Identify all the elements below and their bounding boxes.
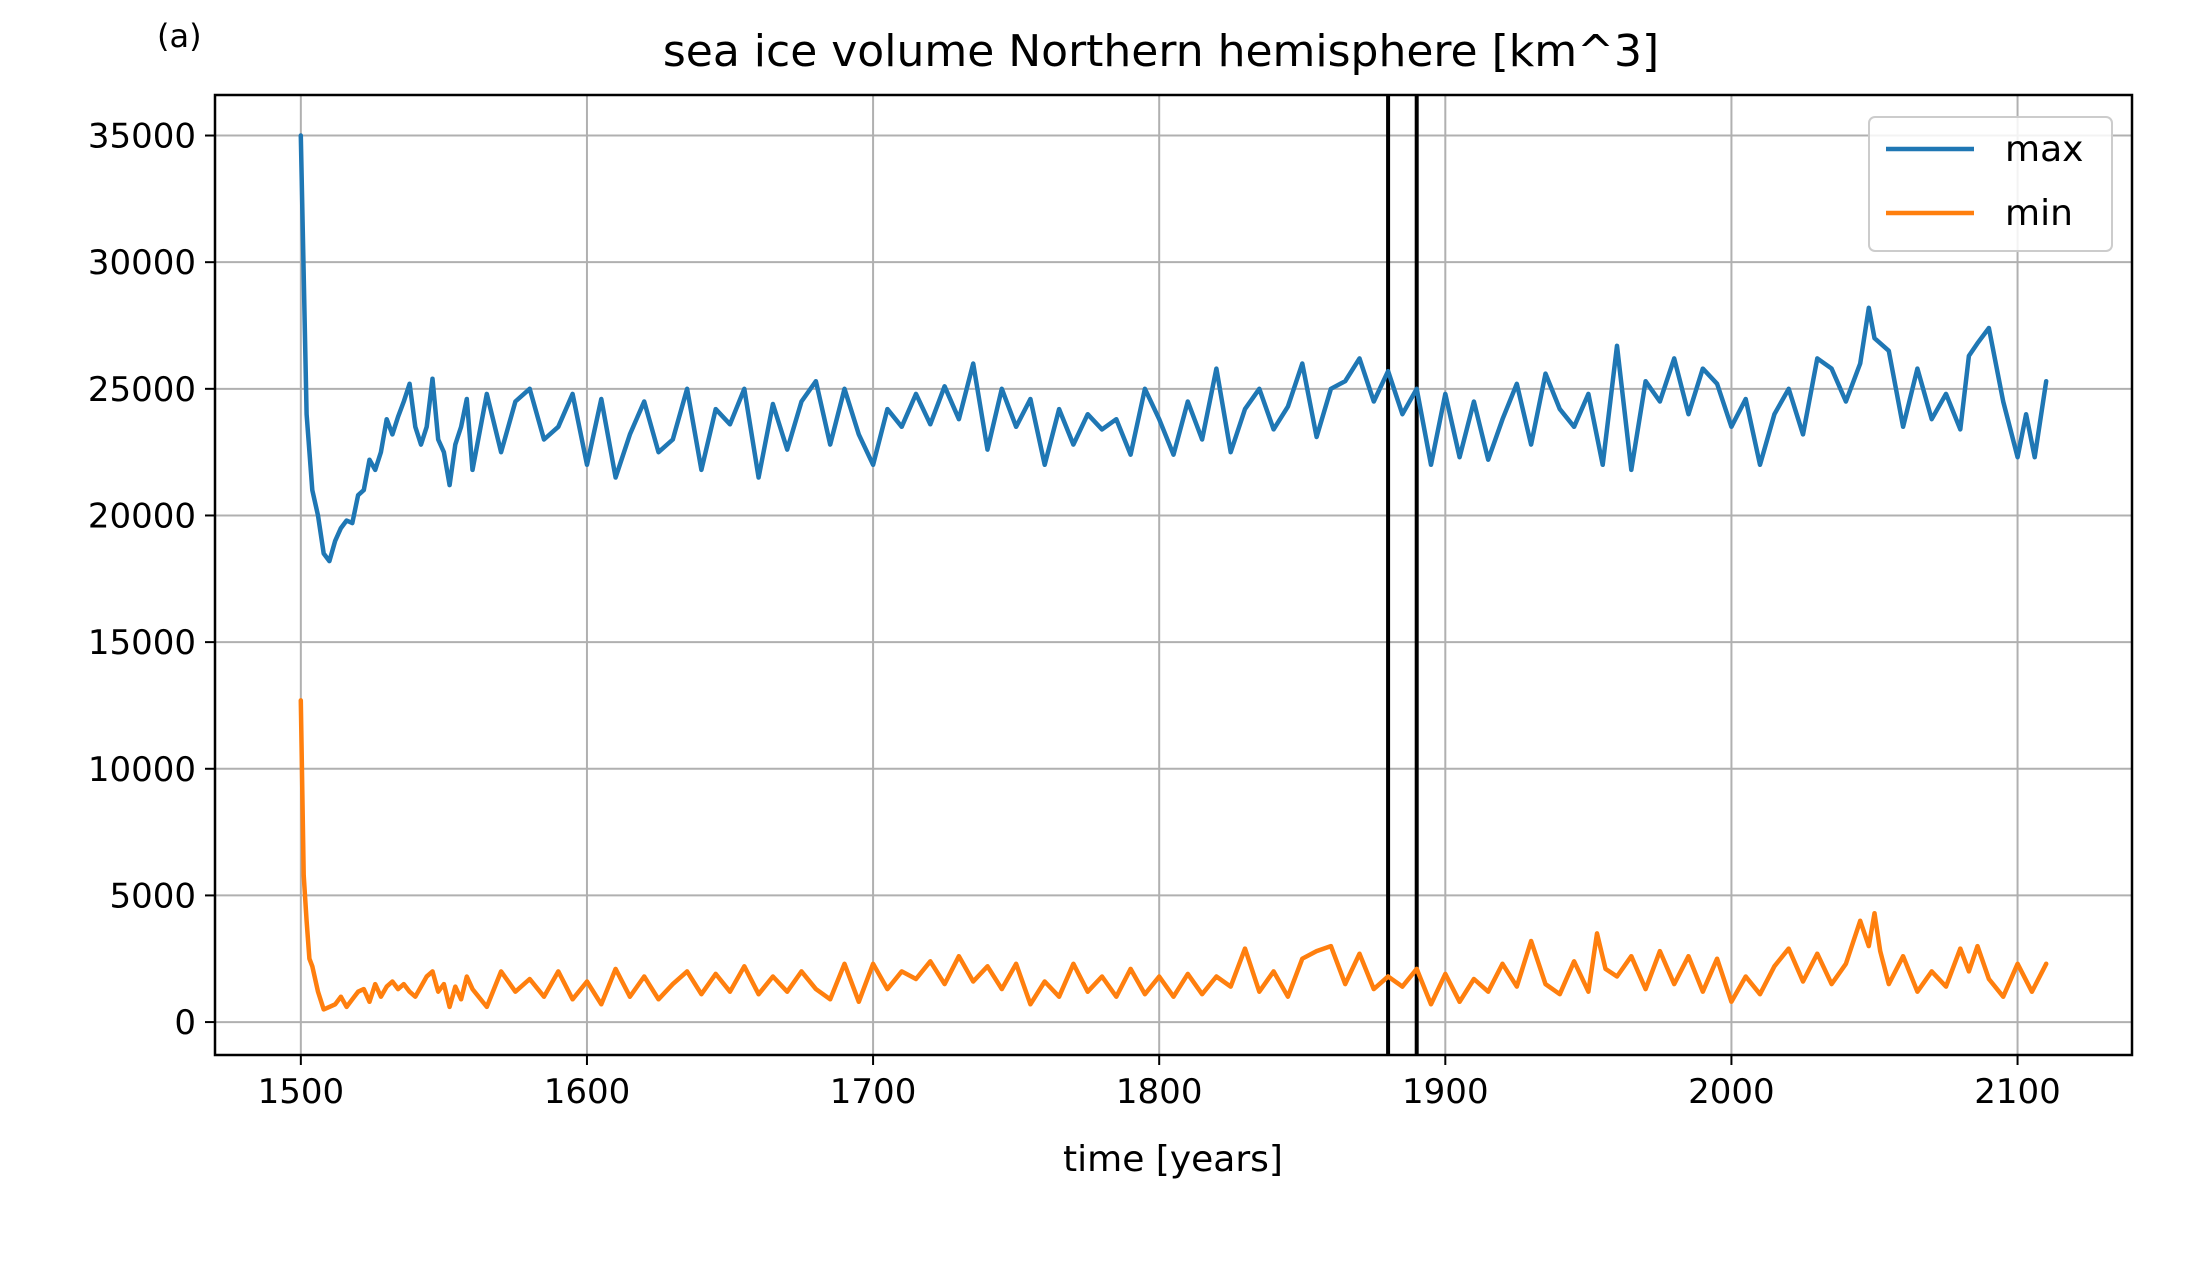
y-tick-label: 15000 [88, 623, 196, 663]
legend-label-min: min [2005, 193, 2073, 234]
legend-label-max: max [2005, 129, 2083, 170]
chart-title: sea ice volume Northern hemisphere [km^3… [663, 26, 1659, 77]
vertical-markers [1386, 95, 1419, 1055]
series-line-min [298, 698, 2049, 1012]
x-tick-label: 1800 [1116, 1072, 1203, 1112]
series-line-max [298, 133, 2049, 564]
y-axis: 0 5000 10000 15000 20000 25000 30000 35000 [88, 117, 215, 1043]
y-tick-label: 30000 [88, 243, 196, 283]
x-axis-title: time [years] [1063, 1139, 1283, 1180]
x-axis: 1500 1600 1700 1800 1900 2000 2100 [258, 1055, 2061, 1112]
x-tick-label: 1700 [830, 1072, 917, 1112]
x-tick-label: 2100 [1974, 1072, 2061, 1112]
legend: max min [1868, 116, 2113, 252]
x-tick-label: 1900 [1402, 1072, 1489, 1112]
data-series [298, 133, 2049, 1012]
x-tick-label: 2000 [1688, 1072, 1775, 1112]
y-tick-label: 20000 [88, 496, 196, 536]
plot-frame [213, 93, 2134, 1057]
x-tick-label: 1600 [544, 1072, 631, 1112]
x-tick-label: 1500 [258, 1072, 345, 1112]
grid-lines [215, 95, 2132, 1055]
y-tick-label: 25000 [88, 370, 196, 410]
y-tick-label: 35000 [88, 117, 196, 157]
y-tick-label: 10000 [88, 750, 196, 790]
panel-label: (a) [157, 17, 202, 55]
y-tick-label: 0 [174, 1003, 196, 1043]
y-tick-label: 5000 [109, 876, 196, 916]
